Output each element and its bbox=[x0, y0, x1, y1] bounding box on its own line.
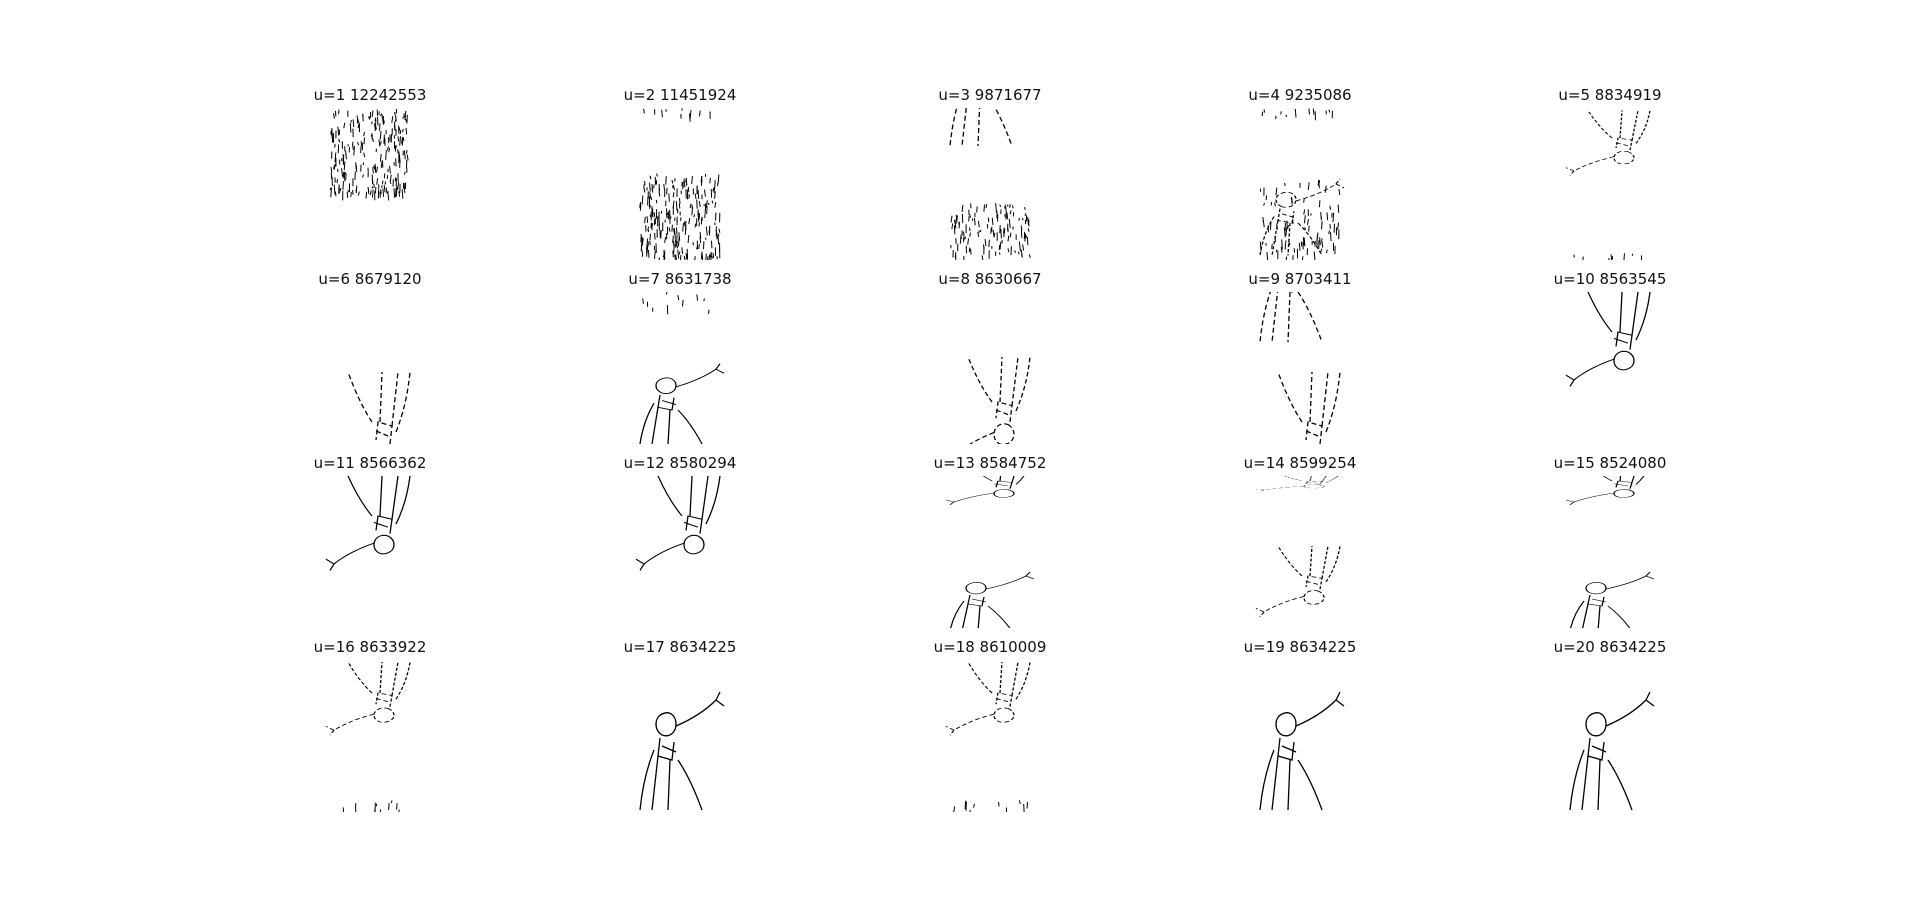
edge-image bbox=[1565, 476, 1655, 628]
panel-image bbox=[1562, 108, 1658, 260]
edge-image bbox=[635, 476, 721, 571]
edge-image bbox=[1259, 292, 1341, 444]
panel-image bbox=[1252, 108, 1348, 260]
panel-title: u=1 12242553 bbox=[313, 86, 427, 104]
line-drawing-figure bbox=[1565, 476, 1645, 505]
line-drawing-figure bbox=[1255, 545, 1341, 617]
edge-image bbox=[347, 371, 411, 444]
line-drawing-figure bbox=[1255, 476, 1339, 492]
line-drawing-figure bbox=[347, 371, 411, 444]
line-drawing-figure bbox=[639, 691, 725, 811]
panel-title: u=20 8634225 bbox=[1553, 638, 1667, 656]
line-drawing-figure bbox=[1570, 571, 1655, 628]
panel-image bbox=[322, 476, 418, 628]
line-drawing-figure bbox=[325, 476, 411, 571]
edge-image bbox=[639, 691, 725, 811]
panel-image bbox=[1562, 476, 1658, 628]
panel-title: u=10 8563545 bbox=[1553, 270, 1667, 288]
panel-image bbox=[1562, 660, 1658, 812]
panel-image bbox=[322, 660, 418, 812]
panel-image bbox=[1562, 292, 1658, 444]
edge-image bbox=[1259, 691, 1345, 811]
panel-image bbox=[632, 108, 728, 260]
panel-image bbox=[942, 660, 1038, 812]
panel-image bbox=[1252, 660, 1348, 812]
panel-title: u=8 8630667 bbox=[938, 270, 1042, 288]
panel-title: u=2 11451924 bbox=[623, 86, 737, 104]
panel-image bbox=[1252, 476, 1348, 628]
panel-image bbox=[322, 108, 418, 260]
panel-title: u=12 8580294 bbox=[623, 454, 737, 472]
edge-image bbox=[1255, 476, 1341, 617]
line-drawing-figure bbox=[967, 356, 1031, 444]
edge-image bbox=[1569, 691, 1655, 811]
panel-title: u=7 8631738 bbox=[628, 270, 732, 288]
panel-title: u=11 8566362 bbox=[313, 454, 427, 472]
edge-image bbox=[325, 661, 411, 812]
panel-image bbox=[942, 108, 1038, 260]
panel-image bbox=[632, 660, 728, 812]
edge-image bbox=[329, 108, 409, 201]
line-drawing-figure bbox=[1565, 292, 1651, 387]
panel-title: u=14 8599254 bbox=[1243, 454, 1357, 472]
edge-image bbox=[945, 476, 1035, 628]
panel-title: u=4 9235086 bbox=[1248, 86, 1352, 104]
panel-image bbox=[632, 292, 728, 444]
panel-title: u=16 8633922 bbox=[313, 638, 427, 656]
edge-image bbox=[639, 292, 725, 444]
edge-image bbox=[1565, 292, 1651, 387]
line-drawing-figure bbox=[635, 476, 721, 571]
edge-image bbox=[639, 108, 721, 260]
line-drawing-figure bbox=[639, 363, 725, 444]
panel-image bbox=[632, 476, 728, 628]
line-drawing-figure bbox=[1569, 691, 1655, 811]
edge-image bbox=[945, 661, 1031, 812]
edge-image bbox=[949, 108, 1031, 260]
edge-image bbox=[1565, 110, 1651, 260]
line-drawing-figure bbox=[950, 571, 1035, 628]
line-drawing-figure bbox=[945, 476, 1025, 505]
panel-title: u=3 9871677 bbox=[938, 86, 1042, 104]
panel-image bbox=[942, 292, 1038, 444]
panel-title: u=15 8524080 bbox=[1553, 454, 1667, 472]
panel-title: u=18 8610009 bbox=[933, 638, 1047, 656]
panel-image bbox=[322, 292, 418, 444]
panel-title: u=5 8834919 bbox=[1558, 86, 1662, 104]
line-drawing-figure bbox=[949, 108, 1013, 147]
panel-image bbox=[1252, 292, 1348, 444]
line-drawing-figure bbox=[945, 661, 1031, 736]
panel-title: u=13 8584752 bbox=[933, 454, 1047, 472]
line-drawing-figure bbox=[1259, 691, 1345, 811]
edge-image bbox=[325, 476, 411, 571]
line-drawing-figure bbox=[325, 661, 411, 736]
edge-image bbox=[1259, 108, 1345, 260]
edge-image bbox=[967, 356, 1031, 444]
panel-title: u=17 8634225 bbox=[623, 638, 737, 656]
panel-title: u=9 8703411 bbox=[1248, 270, 1352, 288]
line-drawing-figure bbox=[1277, 371, 1341, 444]
line-drawing-figure bbox=[1565, 110, 1651, 176]
line-drawing-figure bbox=[1259, 292, 1323, 343]
panel-title: u=19 8634225 bbox=[1243, 638, 1357, 656]
panel-image bbox=[942, 476, 1038, 628]
panel-title: u=6 8679120 bbox=[318, 270, 422, 288]
